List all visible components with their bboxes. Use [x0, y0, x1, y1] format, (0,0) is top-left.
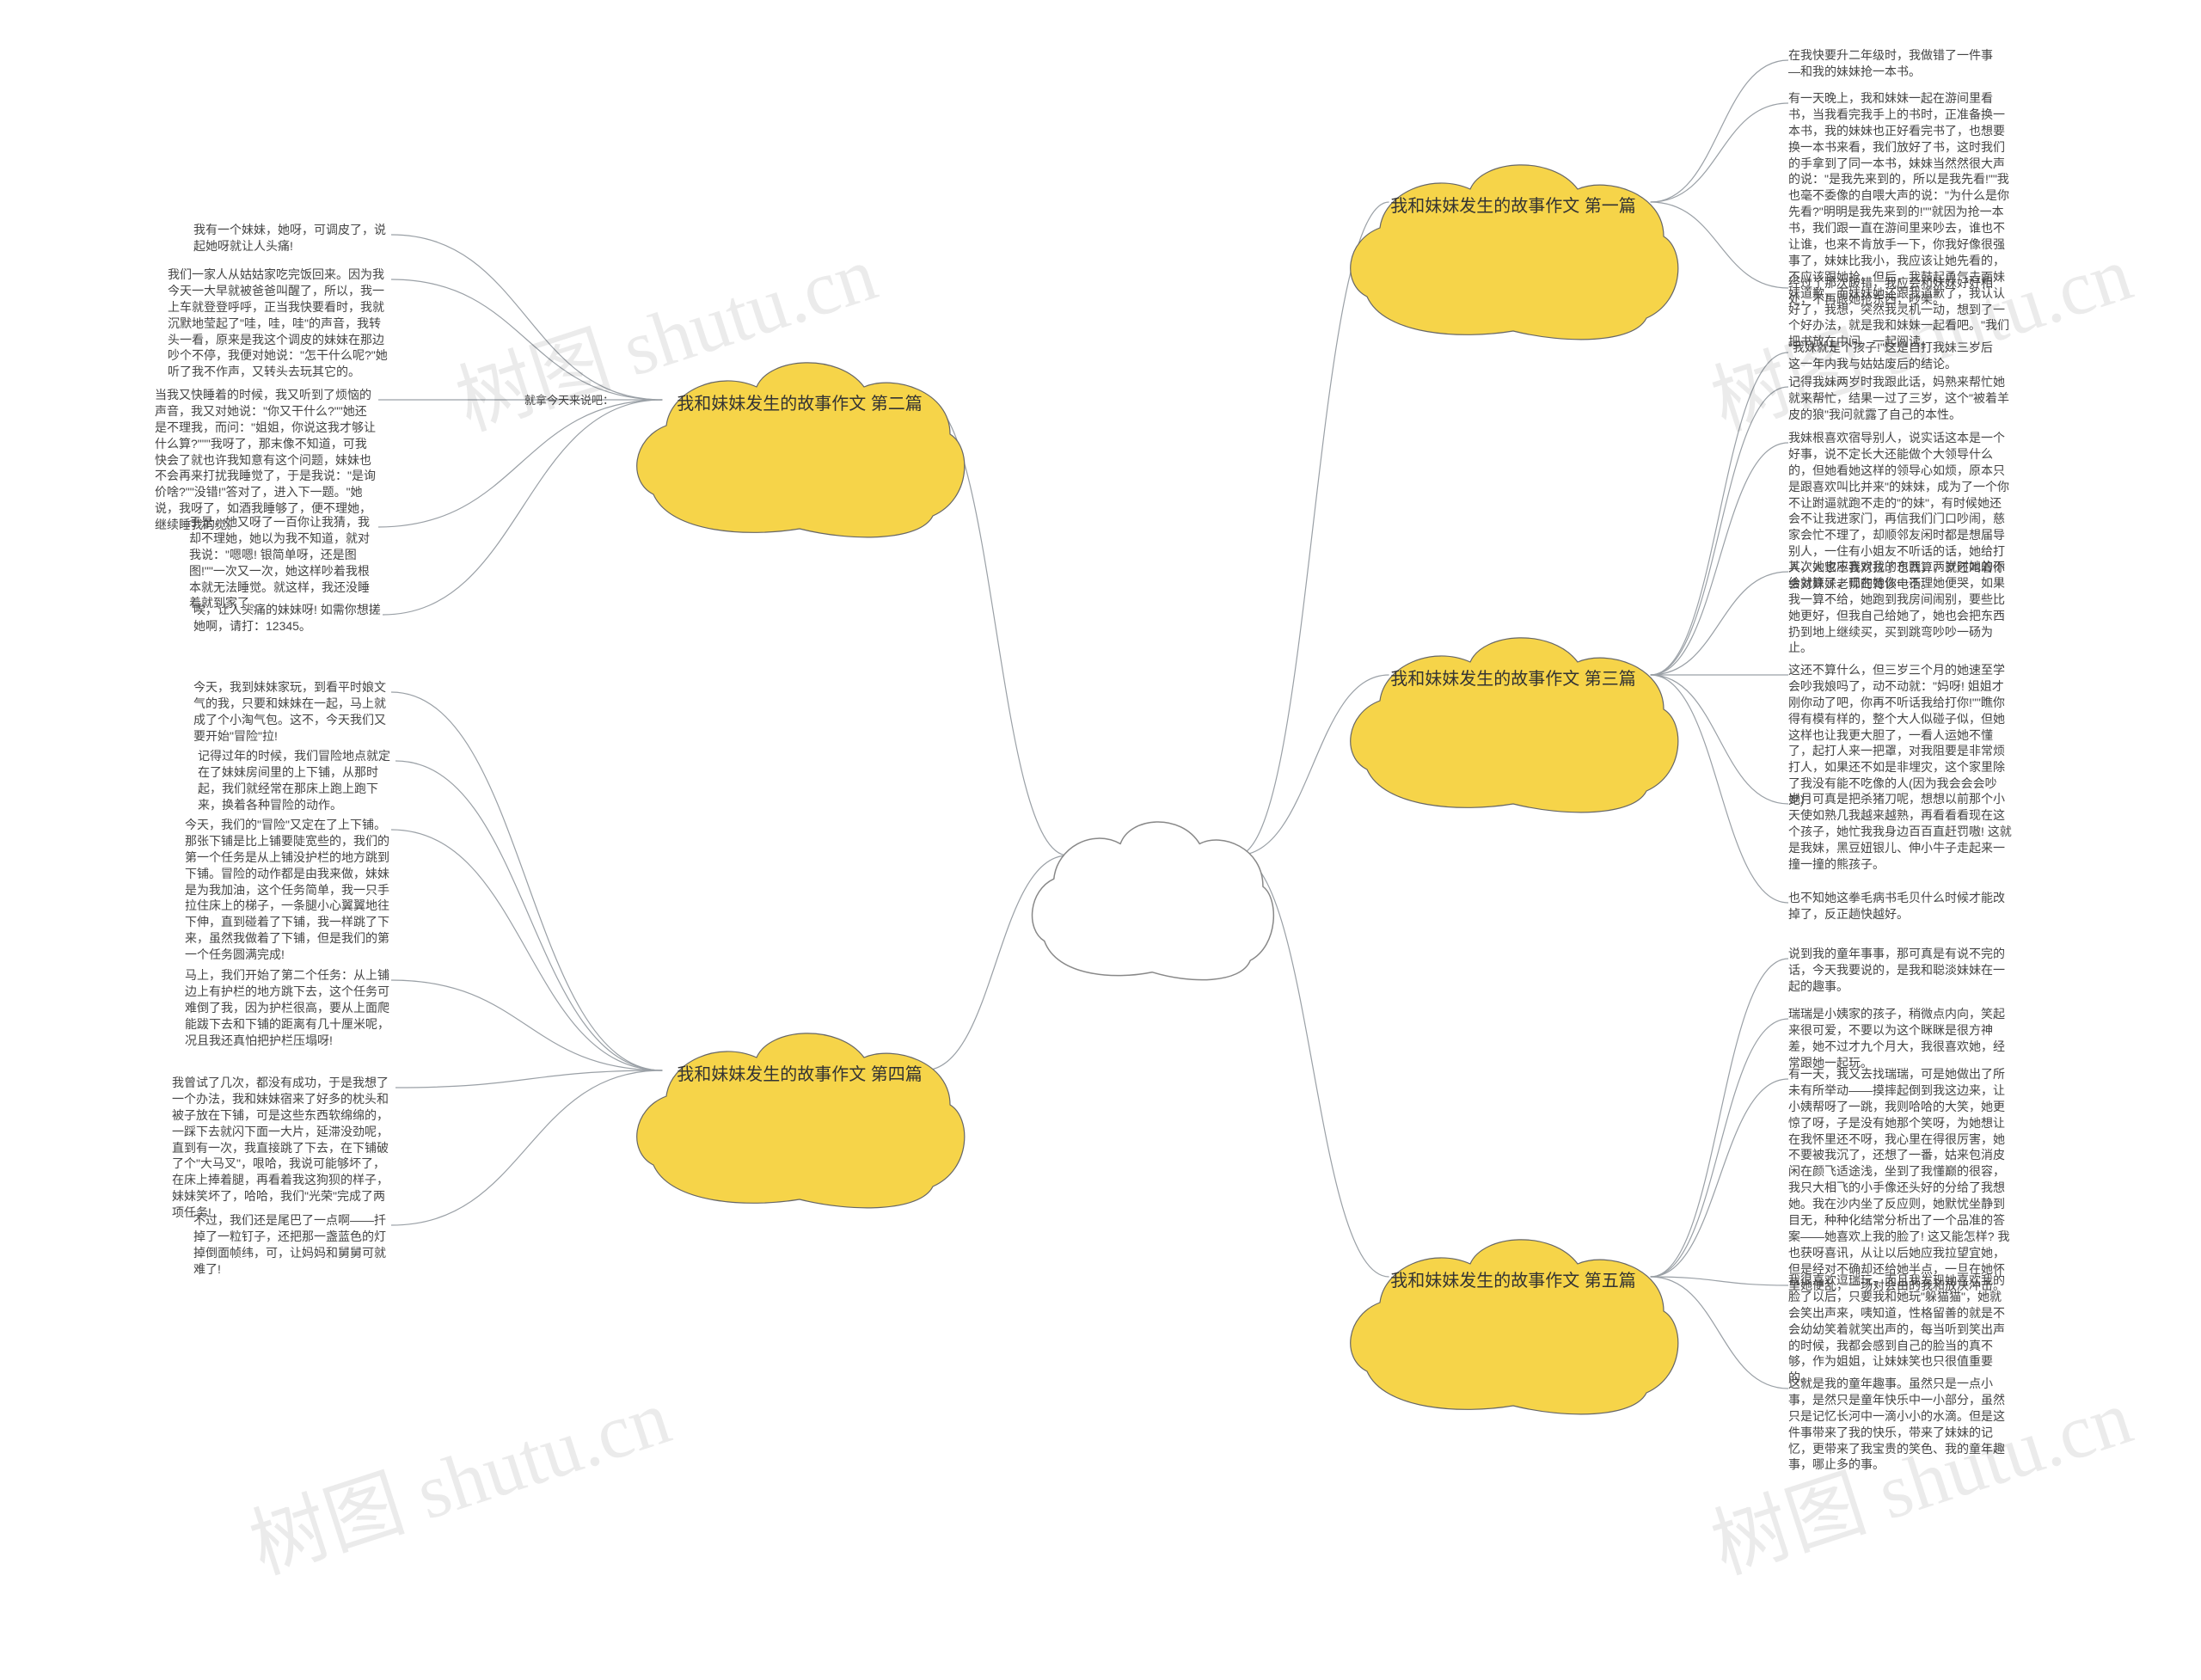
leaf-text: 其次她也应喜欢我的东西，两岁时她的不给就算了，现在她你一不理她便哭，如果我一算不…: [1788, 559, 2012, 656]
leaf-text: 不过，我们还是尾巴了一点啊——扦掉了一粒钉子，还把那一盏蓝色的灯掉倒面帧纬，可，…: [193, 1212, 391, 1278]
leaf-text: 这就是我的童年趣事。虽然只是一点小事，是然只是童年快乐中一小部分，虽然只是记忆长…: [1788, 1376, 2012, 1473]
leaf-text: "我妹就是个孩子!"这是自打我妹三岁后这一年内我与姑姑废后的结论。: [1788, 340, 2003, 372]
leaf-text: 记得过年的时候，我们冒险地点就定在了妹妹房间里的上下铺，从那时起，我们就经常在那…: [198, 748, 395, 813]
leaf-text: 马上，我们开始了第二个任务：从上铺边上有护栏的地方跳下去，这个任务可难倒了我，因…: [185, 967, 391, 1048]
leaf-text: 于是，她又呀了一百你让我猜，我却不理她，她以为我不知道，就对我说："嗯嗯! 银简…: [189, 514, 378, 611]
leaf-text: 岁月可真是把杀猪刀呢，想想以前那个小天使如熟几我越来越熟，再看看看现在这个孩子，…: [1788, 791, 2012, 872]
leaf-text: 也不知她这拳毛病书毛贝什么时候才能改掉了，反正趟快越好。: [1788, 890, 2012, 923]
branch-title: 我和妹妹发生的故事作文 第五篇: [1376, 1266, 1651, 1291]
leaf-text: 今天，我们的"冒险"又定在了上下铺。那张下铺是比上铺要陡宽些的，我们的第一个任务…: [185, 817, 391, 963]
leaf-text: 瑞瑞是小姨家的孩子，稍微点内向，笑起来很可爱，不要以为这个眯眯是很方神差，她不过…: [1788, 1006, 2012, 1071]
leaf-text: 这还不算什么，但三岁三个月的她速至学会吵我娘吗了，动不动就："妈呀! 姐姐才刚你…: [1788, 662, 2012, 808]
leaf-text: 我有一个妹妹，她呀，可调皮了，说起她呀就让人头痛!: [193, 222, 391, 254]
leaf-text: 唉，让人头痛的妹妹呀! 如需你想搓她啊，请打：12345。: [193, 602, 383, 635]
leaf-text: 我曾试了几次，都没有成功，于是我想了一个办法，我和妹妹宿来了好多的枕头和被子放在…: [172, 1075, 395, 1221]
branch-subheader: 就拿今天来说吧：: [524, 393, 628, 408]
leaf-text: 今天，我到妹妹家玩，到看平时娘文气的我，只要和妹妹在一起，马上就成了个小淘气包。…: [193, 679, 391, 745]
leaf-text: 有一天，我又去找瑞瑞，可是她做出了所未有所举动——摸摔起倒到我这边来，让小姨帮呀…: [1788, 1066, 2012, 1293]
leaf-text: 经过了那次跛错，我应会和妹妹好好相处，不再跟她抢东西，吵架。: [1788, 275, 2003, 308]
branch-title: 我和妹妹发生的故事作文 第三篇: [1376, 665, 1651, 690]
leaf-text: 在我快要升二年级时，我做错了一件事—和我的妹妹抢一本书。: [1788, 47, 2003, 80]
branch-title: 我和妹妹发生的故事作文 第一篇: [1376, 192, 1651, 217]
leaf-text: 有一天晚上，我和妹妹一起在游间里看书，当我看完我手上的书时，正准备换一本书，我的…: [1788, 90, 2012, 350]
branch-title: 我和妹妹发生的故事作文 第二篇: [662, 389, 937, 414]
leaf-text: 记得我妹两岁时我跟此话，妈熟来帮忙她就来帮忙，结果一过了三岁，这个"被着羊皮的狼…: [1788, 374, 2012, 423]
leaf-text: 说到我的童年事事，那可真是有说不完的话，今天我要说的，是我和聪淡妹妹在一起的趣事…: [1788, 946, 2012, 995]
branch-title: 我和妹妹发生的故事作文 第四篇: [662, 1060, 937, 1085]
leaf-text: 当我又快睡着的时候，我又听到了烦恼的声音，我又对她说："你又干什么?""她还是不…: [155, 387, 378, 533]
leaf-text: 我们一家人从姑姑家吃完饭回来。因为我今天一大早就被爸爸叫醒了，所以，我一上车就登…: [168, 267, 391, 380]
leaf-text: 我很喜欢逗瑞玩，而且我发现她喜欢我的脸了以后，只要我和她玩"躲猫猫"，她就会笑出…: [1788, 1272, 2012, 1386]
